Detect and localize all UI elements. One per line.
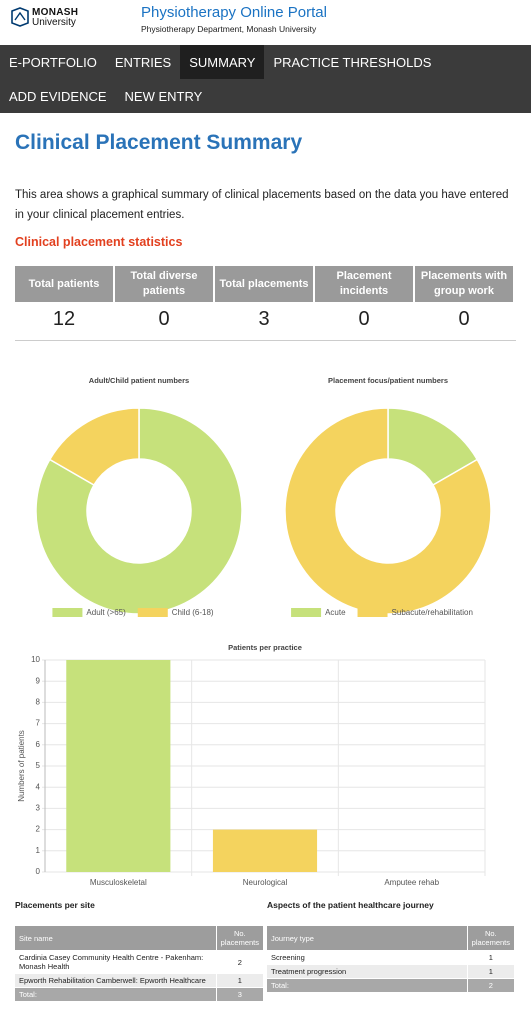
nav-item[interactable]: PRACTICE THRESHOLDS: [273, 55, 432, 70]
y-tick-label: 8: [36, 698, 41, 707]
table-row: Cardinia Casey Community Health Centre -…: [15, 951, 263, 973]
table-row: Epworth Rehabilitation Camberwell: Epwor…: [15, 974, 263, 987]
stat-header: Placements with group work: [415, 266, 513, 302]
nav-item[interactable]: NEW ENTRY: [124, 89, 203, 104]
table-title: Placements per site: [15, 900, 95, 910]
intro-text: This area shows a graphical summary of c…: [15, 189, 509, 221]
bar: [66, 660, 171, 872]
chart-title: Adult/Child patient numbers: [89, 376, 189, 385]
x-tick-label: Musculoskeletal: [90, 878, 147, 887]
y-tick-label: 10: [31, 655, 40, 664]
stat-value: 0: [458, 308, 470, 330]
legend-swatch: [52, 608, 83, 617]
legend-swatch: [357, 608, 388, 617]
y-tick-label: 7: [36, 719, 41, 728]
stat-header: Placement incidents: [315, 266, 413, 302]
donut-segment: [35, 407, 243, 615]
data-table: Journey type No. placements Screening 1 Trea…: [266, 925, 515, 993]
header-cell: No. placements: [467, 926, 514, 950]
donut-segment: [284, 407, 492, 615]
table-row: Treatment progression 1: [267, 965, 514, 978]
legend-label: Child (6-18): [172, 608, 214, 617]
bar: [212, 829, 318, 872]
legend-swatch: [291, 608, 322, 617]
total-row: Total: 2: [267, 979, 514, 992]
table-cell: Screening: [271, 953, 305, 962]
total-cell: 2: [467, 979, 514, 992]
legend-swatch: [137, 608, 168, 617]
y-axis-label: Numbers of patients: [17, 730, 26, 802]
logo-text: MONASH: [32, 7, 79, 18]
nav-item[interactable]: SUMMARY: [180, 45, 265, 79]
legend-label: Acute: [325, 608, 346, 617]
total-cell: Total:: [267, 979, 467, 992]
stat-header: Total placements: [215, 266, 313, 302]
y-tick-label: 2: [36, 825, 41, 834]
nav-item[interactable]: E-PORTFOLIO: [9, 55, 97, 70]
donut-segment: [48, 407, 140, 487]
total-row: Total: 3: [15, 988, 263, 1001]
y-tick-label: 9: [36, 676, 41, 685]
table-cell: Cardinia Casey Community Health Centre -…: [19, 953, 204, 971]
site-subtitle: Physiotherapy Department, Monash Univers…: [141, 24, 317, 34]
logo-icon: [11, 7, 29, 27]
y-tick-label: 6: [36, 740, 41, 749]
legend-label: Adult (>65): [86, 608, 126, 617]
header-row: Site name No. placements: [15, 926, 263, 950]
table-row: Screening 1: [267, 951, 514, 964]
chart-title: Patients per practice: [228, 643, 302, 652]
header-row: Journey type No. placements: [267, 926, 514, 950]
y-tick-label: 3: [36, 804, 41, 813]
header-cell: No. placements: [216, 926, 263, 950]
stat-value: 3: [258, 308, 270, 330]
stat-header: Total patients: [15, 266, 113, 302]
total-cell: Total:: [15, 988, 216, 1001]
logo-text: University: [32, 17, 76, 28]
x-tick-label: Neurological: [243, 878, 288, 887]
x-tick-label: Amputee rehab: [384, 878, 439, 887]
divider: [15, 340, 516, 341]
nav-bar: E-PORTFOLIO ENTRIES SUMMARY PRACTICE THRESH…: [0, 45, 531, 113]
y-tick-label: 5: [36, 761, 41, 770]
chart-title: Placement focus/patient numbers: [328, 376, 448, 385]
nav-item[interactable]: ADD EVIDENCE: [9, 89, 107, 104]
stat-header: Total diverse patients: [115, 266, 213, 302]
y-tick-label: 0: [36, 867, 41, 876]
table-cell: 1: [237, 976, 242, 985]
table-cell: Epworth Rehabilitation Camberwell: Epwor…: [19, 976, 206, 985]
header-cell: Site name: [15, 926, 216, 950]
y-tick-label: 1: [36, 846, 41, 855]
nav-item[interactable]: ENTRIES: [114, 55, 172, 70]
legend-label: Subacute/rehabilitation: [392, 608, 473, 617]
data-table: Site name No. placements Cardinia Casey Co…: [14, 925, 264, 1002]
stat-value: 0: [358, 308, 370, 330]
stat-value: 0: [158, 308, 170, 330]
site-title[interactable]: Physiotherapy Online Portal: [141, 4, 327, 21]
section-heading: Clinical placement statistics: [15, 235, 183, 249]
y-tick-label: 4: [36, 782, 41, 791]
table-cell: 1: [488, 953, 493, 962]
page-title: Clinical Placement Summary: [15, 131, 303, 154]
total-cell: 3: [216, 988, 263, 1001]
table-cell: Treatment progression: [271, 967, 347, 976]
table-cell: 2: [237, 957, 242, 967]
table-title: Aspects of the patient healthcare journe…: [267, 900, 434, 910]
table-cell: 1: [488, 967, 493, 976]
header-cell: Journey type: [267, 926, 467, 950]
stat-value: 12: [52, 308, 76, 330]
